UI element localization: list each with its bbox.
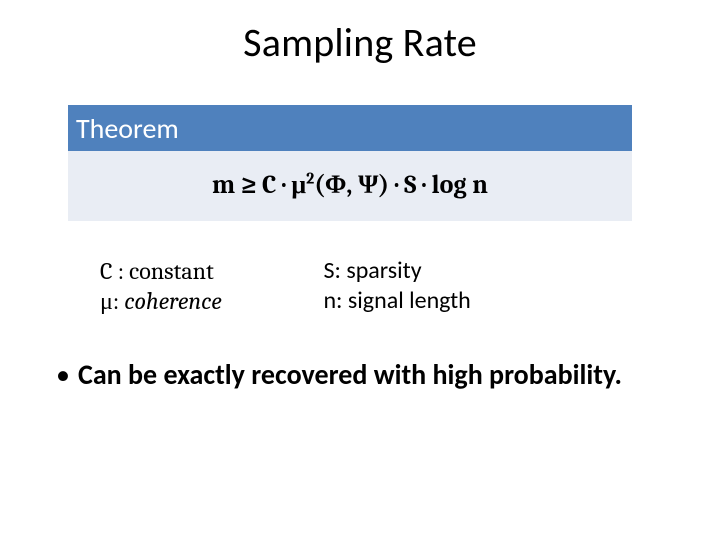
- def-c-text: C : constant: [100, 257, 214, 285]
- def-c: C : constant: [100, 256, 318, 286]
- slide-title: Sampling Rate: [0, 18, 720, 67]
- bullet-item: •Can be exactly recovered with high prob…: [56, 358, 656, 392]
- def-mu-prefix: μ:: [100, 287, 124, 315]
- definitions-left: C : constant μ: coherence: [100, 256, 318, 316]
- definitions-block: C : constant μ: coherence S: sparsity n:…: [100, 256, 640, 316]
- def-n: n: signal length: [323, 286, 603, 316]
- formula-text: m ≥ C · μ2(Φ, Ψ) · S · log n: [212, 170, 488, 200]
- def-mu-italic: coherence: [124, 287, 221, 315]
- theorem-header: Theorem: [68, 105, 632, 151]
- bullet-text: Can be exactly recovered with high proba…: [78, 358, 638, 392]
- bullet-marker: •: [56, 358, 78, 392]
- slide: Sampling Rate Theorem m ≥ C · μ2(Φ, Ψ) ·…: [0, 0, 720, 540]
- def-s: S: sparsity: [323, 256, 603, 286]
- definitions-right: S: sparsity n: signal length: [323, 256, 603, 316]
- theorem-formula: m ≥ C · μ2(Φ, Ψ) · S · log n: [68, 151, 632, 221]
- def-mu: μ: coherence: [100, 286, 318, 316]
